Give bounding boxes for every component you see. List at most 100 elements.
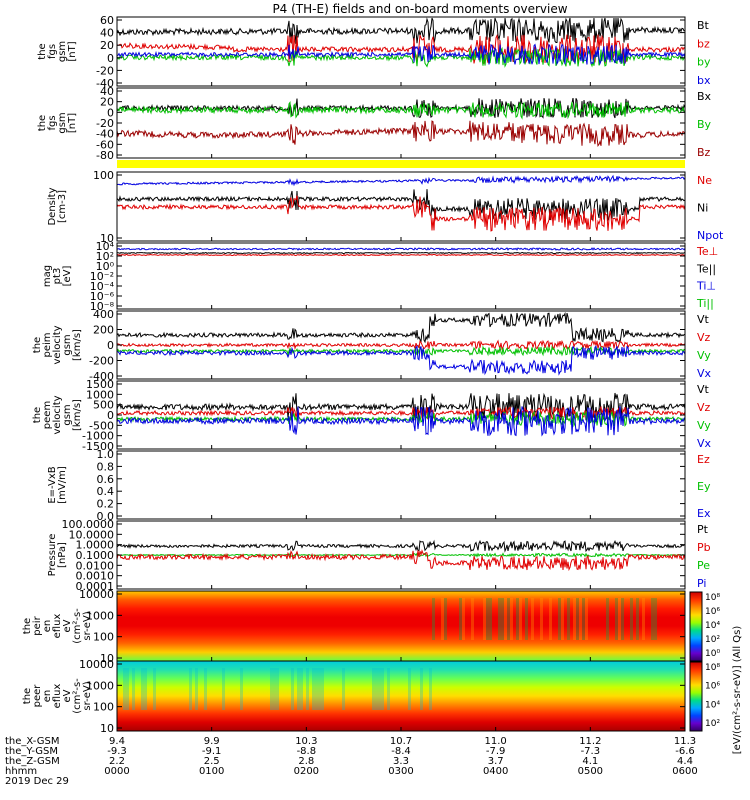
- spectrogram-band: [621, 598, 624, 640]
- spectrogram-band: [318, 668, 321, 710]
- y-tick-label: 0.6: [97, 473, 115, 486]
- y-tick-label: 10⁰: [96, 260, 115, 273]
- colorbar-tick-label: 10²: [705, 635, 720, 645]
- legend-item: Bt: [697, 19, 710, 32]
- legend-item: Vz: [697, 331, 711, 344]
- y-tick-label: -40: [96, 128, 114, 141]
- y-axis-label: en: [42, 690, 53, 703]
- spectrogram-band: [531, 598, 534, 640]
- x-column-value: 10.3: [295, 736, 317, 747]
- y-tick-label: 10⁻⁸: [90, 300, 115, 313]
- colorbar-electron: [689, 661, 703, 732]
- legend-item: Te||: [696, 262, 716, 275]
- legend-item: Ey: [697, 480, 711, 493]
- y-axis-label: [eV]: [62, 266, 73, 287]
- spectrogram-band: [516, 598, 519, 640]
- spectrogram-band: [486, 598, 489, 640]
- y-tick-label: 1.0000: [76, 539, 115, 552]
- y-axis-label: peim: [42, 332, 53, 357]
- colorbar-tick-label: 10⁰: [705, 649, 720, 659]
- y-tick-label: -60: [96, 138, 114, 151]
- spectrogram-band: [567, 598, 570, 640]
- y-tick-label: 0.0100: [76, 559, 115, 572]
- spectrogram-band: [615, 598, 618, 640]
- y-axis-label: fgs: [47, 115, 58, 130]
- spectrogram-band: [576, 598, 579, 640]
- y-tick-label: 100: [93, 169, 114, 182]
- quality-flag-bar: [117, 160, 685, 168]
- y-axis-label: pt3: [52, 268, 63, 285]
- x-column-value: 0500: [578, 766, 603, 777]
- spectrogram-band: [189, 668, 192, 710]
- colorbar-label: [eV/(cm²-s-sr-eV)] (All Qs): [732, 626, 743, 755]
- spectrogram-band: [573, 598, 576, 640]
- y-axis-label: eV: [62, 689, 73, 702]
- x-column-value: 4.4: [677, 756, 693, 767]
- legend-item: Vz: [697, 401, 711, 414]
- y-tick-label: 1500: [86, 378, 114, 391]
- spectrogram-band: [432, 598, 435, 640]
- y-tick-label: 1000: [86, 679, 114, 692]
- spectrogram-band: [525, 598, 528, 640]
- x-column-value: 0600: [672, 766, 697, 777]
- y-axis-label: [nT]: [67, 41, 78, 61]
- y-axis-label: Pressure: [47, 534, 58, 577]
- spectrogram-band: [204, 668, 207, 710]
- x-column-value: -9.1: [202, 746, 222, 757]
- y-axis-label: gsm: [57, 41, 68, 62]
- legend-item: Ni: [697, 202, 708, 215]
- spectrogram-band: [642, 598, 645, 640]
- y-axis-label: [km/s]: [72, 399, 83, 431]
- spectrogram-band: [132, 668, 135, 710]
- y-tick-label: 0: [107, 409, 114, 422]
- y-tick-label: 0.2: [97, 498, 115, 511]
- spectrogram-band: [636, 598, 639, 640]
- series-line: [116, 195, 686, 232]
- x-row-label: the_X-GSM: [5, 736, 59, 747]
- panel-frame: [116, 16, 686, 87]
- y-axis-label: gsm: [62, 404, 73, 425]
- y-tick-label: 60: [100, 14, 114, 27]
- y-tick-label: 40: [100, 85, 114, 98]
- x-column-value: -7.9: [486, 746, 506, 757]
- y-tick-label: -1000: [82, 430, 114, 443]
- legend-item: Vt: [697, 313, 710, 326]
- colorbar: 10⁸ 10⁶ 10⁴ 10² 10⁰ 10⁸ 10⁶ 10⁴ 10² [eV/(cm²-s-sr…: [689, 591, 743, 755]
- spectrogram-band: [483, 598, 486, 640]
- y-tick-label: 10000: [79, 658, 114, 671]
- legend-item: Vy: [697, 419, 711, 432]
- legend-item: Pt: [697, 523, 709, 536]
- y-tick-label: 100.0000: [62, 518, 115, 531]
- y-tick-label: 10⁴: [96, 240, 115, 253]
- colorbar-tick-label: 10⁶: [705, 682, 720, 692]
- y-axis-label: eflux: [52, 684, 63, 709]
- y-tick-label: 0.0: [97, 510, 115, 523]
- y-tick-label: 0: [107, 52, 114, 65]
- panel-frame: [116, 87, 686, 159]
- spectrogram-band: [582, 598, 585, 640]
- y-axis-label: eflux: [52, 614, 63, 639]
- y-axis-label: velocity: [52, 395, 63, 434]
- spectrogram-band: [222, 668, 225, 710]
- x-row-label: hhmm: [5, 766, 37, 777]
- x-column-value: 9.9: [204, 736, 220, 747]
- plot-title: P4 (TH-E) fields and on-board moments ov…: [272, 2, 567, 16]
- y-axis-label: Density: [47, 187, 58, 225]
- y-tick-label: -200: [89, 355, 114, 368]
- y-axis-label: the: [37, 115, 48, 131]
- series-line: [116, 174, 686, 187]
- y-tick-label: 10²: [96, 250, 114, 263]
- colorbar-tick-label: 10⁸: [705, 593, 720, 603]
- spectrogram-band: [630, 598, 633, 640]
- y-axis-label: mag: [42, 265, 53, 287]
- y-tick-label: 0.0010: [76, 570, 115, 583]
- series-line: [116, 552, 686, 558]
- colorbar-tick-label: 10²: [705, 719, 720, 729]
- y-tick-label: 10: [100, 722, 114, 735]
- x-column-value: 0300: [388, 766, 413, 777]
- y-tick-label: 10.0000: [69, 528, 115, 541]
- spectrogram-electron: [117, 661, 685, 731]
- x-column-value: -8.8: [297, 746, 317, 757]
